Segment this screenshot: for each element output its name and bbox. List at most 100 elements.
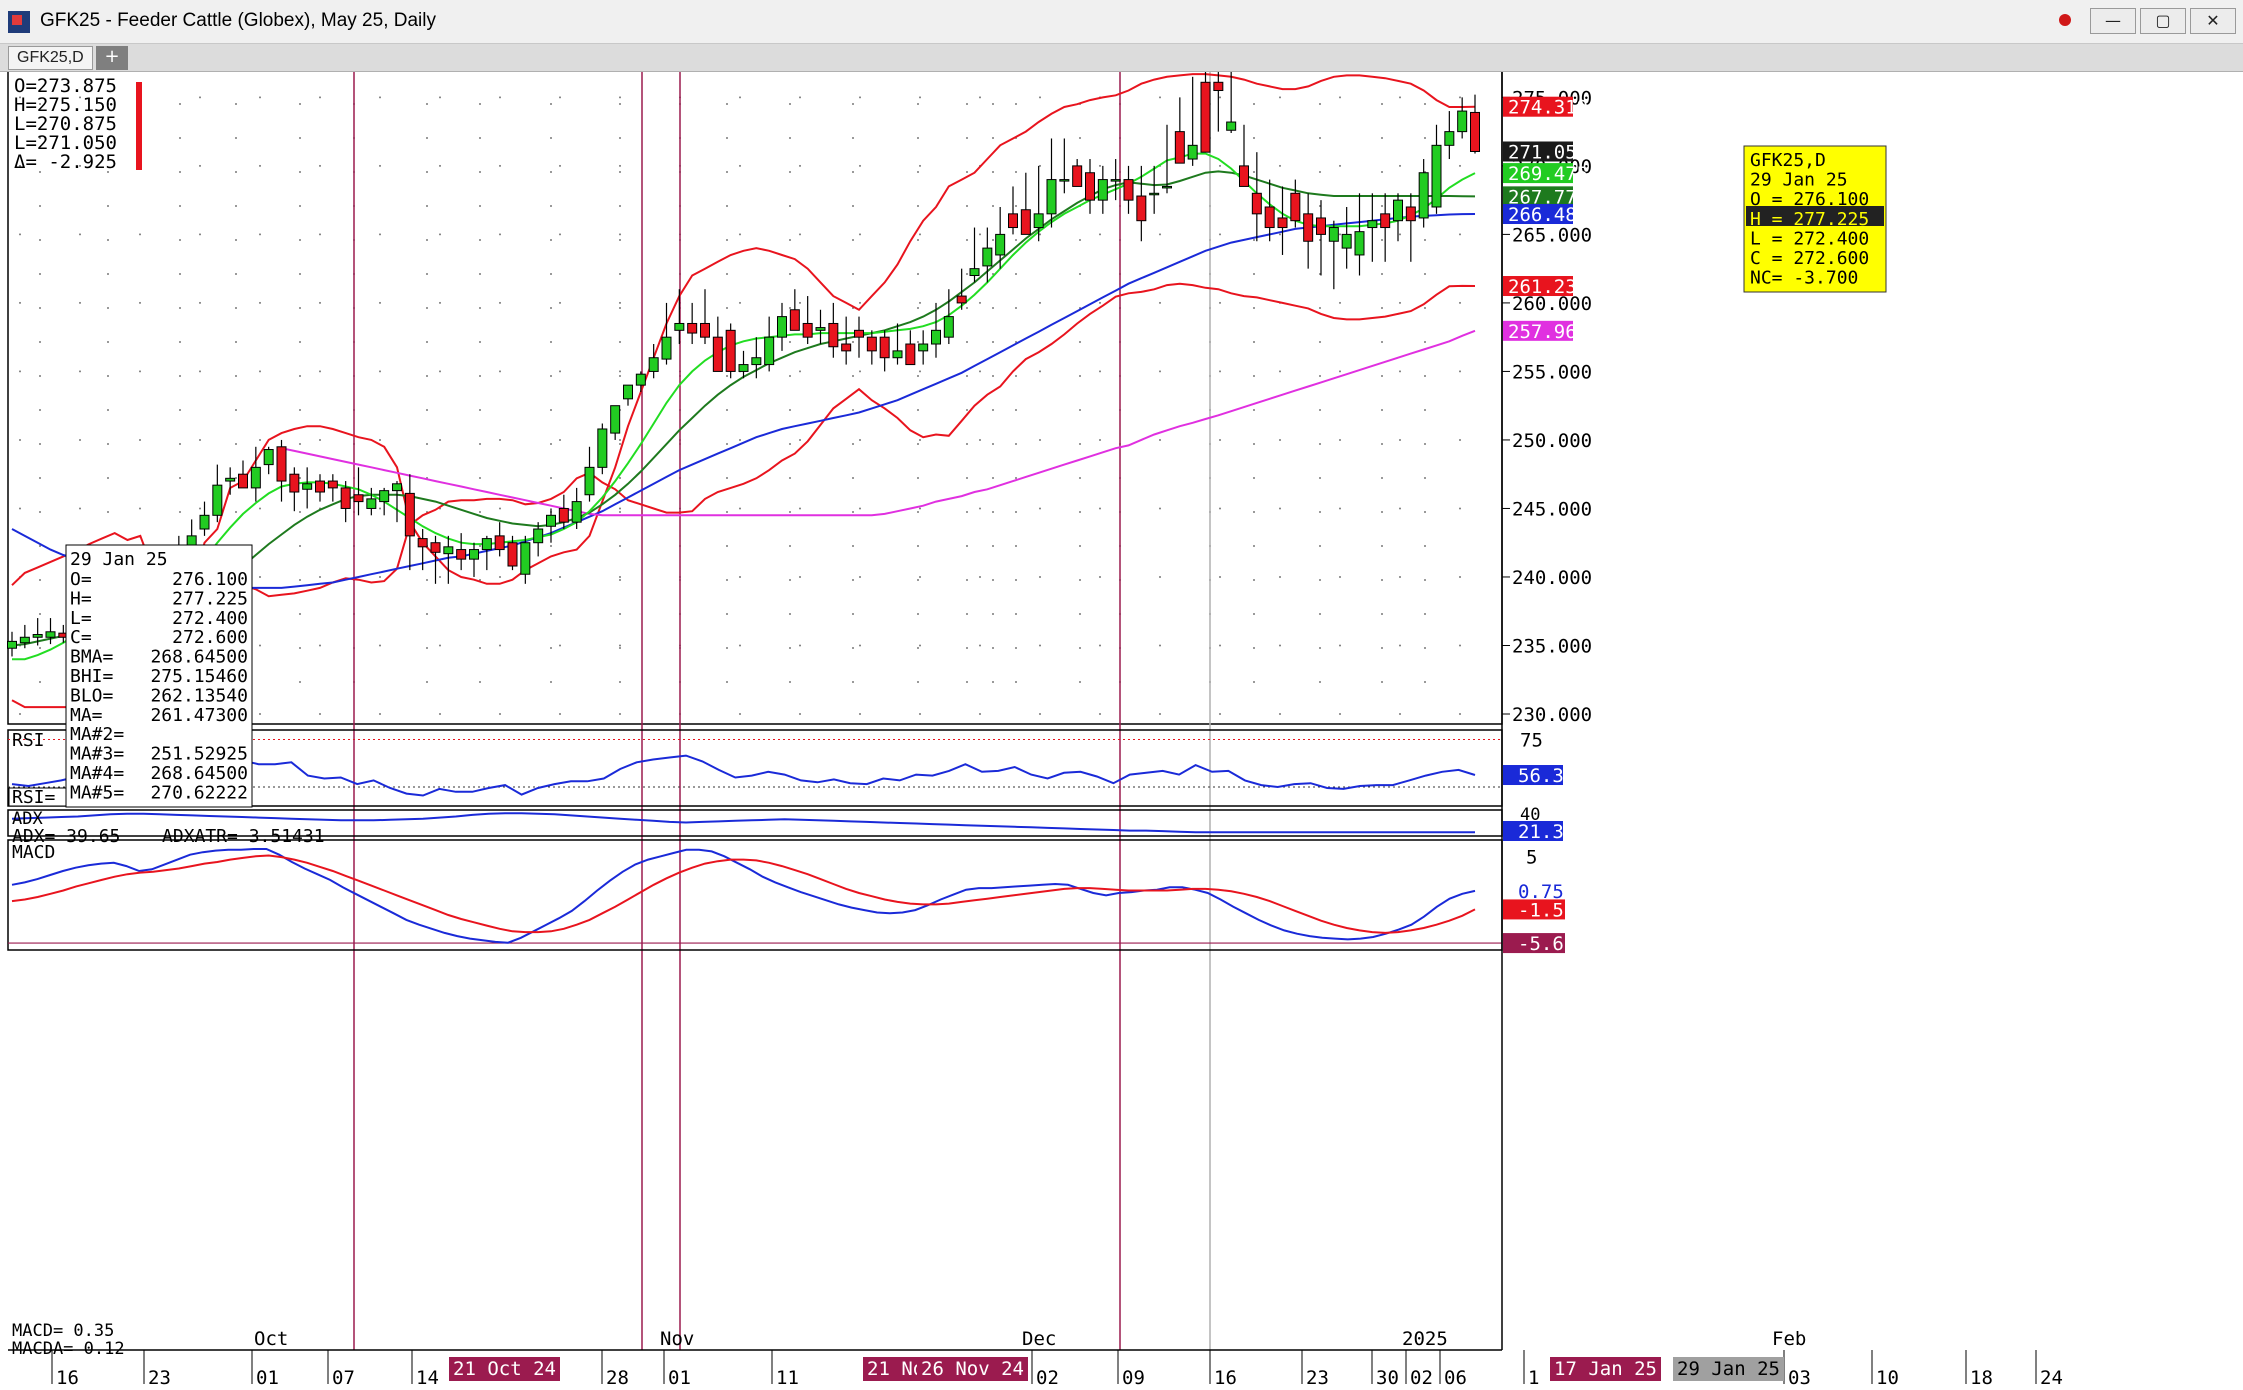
- candle-body: [520, 542, 531, 575]
- candle-body: [1123, 179, 1134, 201]
- grid-dot: [1459, 713, 1461, 715]
- grid-dot: [966, 613, 968, 615]
- grid-dot: [852, 409, 854, 411]
- grid-dot: [966, 443, 968, 445]
- price-tick-label: 230.000: [1512, 704, 1592, 726]
- grid-dot: [139, 301, 141, 304]
- candle-body: [1470, 111, 1480, 152]
- candle-body: [1380, 213, 1391, 229]
- grid-dot: [992, 137, 994, 139]
- candle-body: [1303, 213, 1314, 242]
- price-badge-label: 267.776: [1508, 186, 1588, 208]
- grid-dot: [299, 239, 301, 241]
- rsi-line: [11, 754, 1476, 797]
- grid-dot: [739, 438, 741, 441]
- grid-dot: [1099, 575, 1101, 578]
- grid-dot: [550, 171, 552, 173]
- grid-dot: [1319, 579, 1321, 581]
- grid-dot: [235, 171, 237, 173]
- tab-chart[interactable]: GFK25,D: [8, 46, 93, 70]
- grid-dot: [1319, 409, 1321, 411]
- grid-dot: [992, 681, 994, 683]
- candle-body: [1200, 81, 1211, 153]
- grid-dot: [1381, 205, 1383, 207]
- macd-line-macda: [11, 854, 1476, 934]
- grid-dot: [1459, 233, 1461, 236]
- grid-dot: [1015, 409, 1017, 411]
- minimize-button[interactable]: —: [2090, 8, 2136, 34]
- add-tab-button[interactable]: +: [96, 46, 128, 70]
- grid-dot: [499, 507, 501, 510]
- grid-dot: [966, 341, 968, 343]
- data-window-box: [65, 544, 253, 808]
- data-window-date: 29 Jan 25: [70, 549, 168, 570]
- tooltip-highlight: [1746, 206, 1884, 226]
- grid-dot: [235, 477, 237, 479]
- grid-dot: [966, 511, 968, 513]
- grid-dot: [1381, 137, 1383, 139]
- grid-dot: [789, 307, 791, 309]
- grid-dot: [1319, 171, 1321, 173]
- candle-body: [212, 484, 223, 516]
- grid-dot: [299, 103, 301, 105]
- grid-dot: [1424, 137, 1426, 139]
- grid-dot: [550, 137, 552, 139]
- grid-dot: [319, 233, 321, 236]
- grid-dot: [426, 341, 428, 343]
- candle-body: [404, 492, 415, 537]
- day-label: 10: [1876, 1367, 1899, 1389]
- grid-dot: [1381, 239, 1383, 241]
- grid-dot: [992, 205, 994, 207]
- grid-dot: [39, 307, 41, 309]
- grid-dot: [107, 273, 109, 275]
- grid-dot: [966, 273, 968, 275]
- grid-dot: [19, 233, 21, 236]
- candle-body: [289, 473, 300, 493]
- candle-body: [392, 483, 402, 492]
- grid-dot: [1079, 681, 1081, 683]
- grid-dot: [619, 239, 621, 241]
- grid-dot: [379, 507, 381, 510]
- grid-dot: [789, 511, 791, 513]
- candle-body: [1354, 231, 1365, 256]
- candle-body: [1110, 179, 1121, 182]
- grid-dot: [479, 171, 481, 173]
- grid-dot: [852, 545, 854, 547]
- grid-dot: [726, 681, 728, 683]
- candle-body: [379, 490, 390, 503]
- grid-dot: [992, 341, 994, 343]
- grid-dot: [479, 511, 481, 513]
- grid-dot: [1459, 575, 1461, 578]
- grid-dot: [1339, 301, 1341, 304]
- grid-dot: [1079, 239, 1081, 241]
- grid-dot: [550, 239, 552, 241]
- grid-dot: [726, 137, 728, 139]
- grid-dot: [726, 443, 728, 445]
- candle-body: [802, 322, 813, 338]
- grid-dot: [789, 205, 791, 207]
- grid-dot: [739, 96, 741, 99]
- candle-body: [1020, 209, 1031, 235]
- grid-dot: [852, 137, 854, 139]
- grid-dot: [799, 96, 801, 99]
- data-window-key: BHI=: [70, 666, 114, 687]
- grid-dot: [799, 233, 801, 236]
- grid-dot: [139, 438, 141, 441]
- candle-body: [533, 528, 544, 544]
- grid-dot: [426, 239, 428, 241]
- maximize-button[interactable]: ▢: [2140, 8, 2186, 34]
- grid-dot: [39, 511, 41, 513]
- candle-body: [764, 336, 775, 366]
- grid-dot: [426, 443, 428, 445]
- record-icon[interactable]: [2042, 8, 2088, 34]
- grid-dot: [235, 239, 237, 241]
- grid-dot: [19, 438, 21, 441]
- grid-dot: [739, 644, 741, 647]
- adx-line: [11, 812, 1475, 834]
- tooltip-line: L = 272.400: [1750, 228, 1869, 249]
- grid: [7, 72, 1503, 1350]
- close-button[interactable]: ✕: [2190, 8, 2236, 34]
- candle-body: [1251, 192, 1262, 215]
- day-label: 11: [776, 1367, 799, 1389]
